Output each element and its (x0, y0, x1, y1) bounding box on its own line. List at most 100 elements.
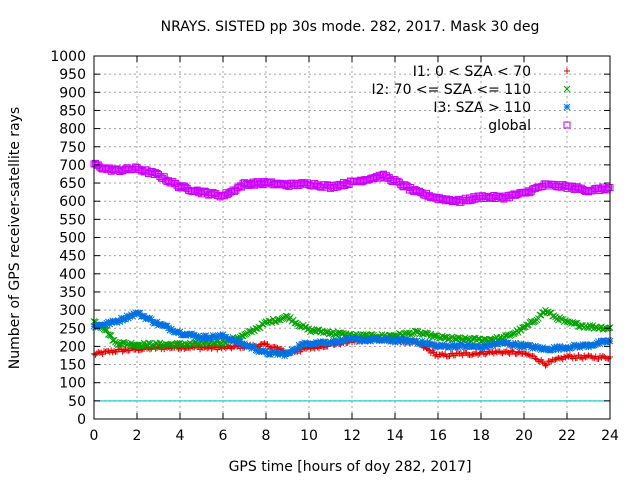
y-tick-label: 800 (59, 122, 86, 138)
data-point (443, 342, 450, 349)
data-point (490, 350, 497, 357)
data-point (532, 355, 539, 362)
legend-label-i3: I3: SZA > 110 (433, 100, 531, 116)
data-point (564, 352, 570, 359)
data-point (173, 339, 181, 347)
series-layer (90, 159, 614, 369)
data-point (294, 345, 301, 352)
x-tick-label: 16 (429, 428, 447, 444)
x-tick-label: 14 (386, 428, 404, 444)
data-point (441, 333, 449, 341)
data-point (432, 352, 439, 359)
data-point (208, 334, 215, 341)
y-tick-label: 1000 (50, 49, 86, 65)
data-point (430, 341, 438, 349)
y-tick-label: 200 (59, 339, 86, 355)
data-point (246, 342, 254, 350)
x-tick-label: 18 (472, 428, 490, 444)
data-point (473, 342, 481, 350)
data-point (466, 342, 473, 350)
data-point (437, 351, 444, 358)
data-point (539, 359, 546, 366)
data-point (508, 347, 515, 354)
data-point (241, 340, 248, 348)
y-tick-label: 250 (59, 321, 86, 337)
data-point (264, 350, 271, 358)
data-point (203, 334, 211, 342)
data-point (252, 346, 260, 354)
y-tick-label: 0 (77, 412, 86, 428)
data-point (147, 342, 155, 350)
legend-marker (563, 121, 571, 129)
data-point (387, 338, 395, 345)
chart-title: NRAYS. SISTED pp 30s mode. 282, 2017. Ma… (161, 19, 540, 35)
data-point (338, 336, 346, 344)
data-point (257, 341, 264, 348)
y-tick-label: 300 (59, 303, 86, 319)
y-tick-label: 150 (59, 358, 86, 374)
data-point (555, 346, 562, 354)
data-point (119, 339, 127, 347)
data-point (542, 362, 549, 369)
data-point (444, 344, 452, 352)
x-tick-label: 6 (219, 428, 228, 444)
y-tick-label: 850 (59, 103, 86, 119)
y-tick-label: 100 (59, 376, 86, 392)
y-tick-label: 500 (59, 231, 86, 247)
data-point (122, 315, 129, 323)
data-point (403, 336, 410, 343)
series-2 (90, 306, 614, 350)
series-4 (90, 159, 614, 206)
y-tick-label: 400 (59, 267, 86, 283)
data-point (391, 332, 399, 340)
data-point (95, 348, 102, 355)
data-point (136, 347, 143, 354)
y-tick-label: 700 (59, 158, 86, 174)
data-point (279, 350, 287, 357)
data-point (516, 343, 524, 351)
data-point (595, 356, 602, 363)
x-tick-label: 22 (558, 428, 576, 444)
data-point (498, 349, 505, 356)
data-point (105, 348, 112, 355)
x-tick-label: 20 (515, 428, 533, 444)
tick-marks (93, 55, 611, 420)
data-point (543, 361, 550, 368)
legend-marker (563, 103, 571, 111)
data-point (133, 341, 141, 349)
data-point (92, 323, 99, 331)
legend-marker (564, 68, 570, 74)
data-point (98, 349, 105, 356)
y-axis-label: Number of GPS receiver-satellite rays (7, 107, 23, 369)
data-point (269, 348, 277, 356)
data-point (274, 316, 281, 324)
y-tick-label: 900 (59, 85, 86, 101)
data-point (165, 324, 172, 332)
data-point (92, 351, 99, 358)
data-point (574, 355, 581, 362)
data-point (198, 334, 205, 342)
x-tick-label: 24 (601, 428, 619, 444)
data-point (585, 352, 592, 359)
data-point (322, 328, 330, 336)
y-tick-label: 600 (59, 194, 86, 210)
data-point (314, 326, 321, 334)
data-point (301, 339, 309, 347)
data-point (106, 331, 114, 339)
x-tick-label: 2 (133, 428, 142, 444)
data-point (383, 335, 390, 342)
x-tick-label: 12 (343, 428, 361, 444)
x-axis-label: GPS time [hours of doy 282, 2017] (229, 459, 472, 475)
data-point (166, 341, 174, 349)
x-tick-label: 4 (176, 428, 185, 444)
data-point (215, 339, 223, 347)
data-point (122, 346, 129, 353)
legend-label-i2: I2: 70 <= SZA <= 110 (371, 82, 531, 98)
data-point (365, 334, 373, 342)
legend: I1: 0 < SZA < 70 I2: 70 <= SZA <= 110 I3… (371, 64, 571, 134)
data-point (159, 321, 167, 329)
data-point (440, 333, 448, 341)
y-tick-label: 750 (59, 140, 86, 156)
data-point (579, 355, 586, 362)
